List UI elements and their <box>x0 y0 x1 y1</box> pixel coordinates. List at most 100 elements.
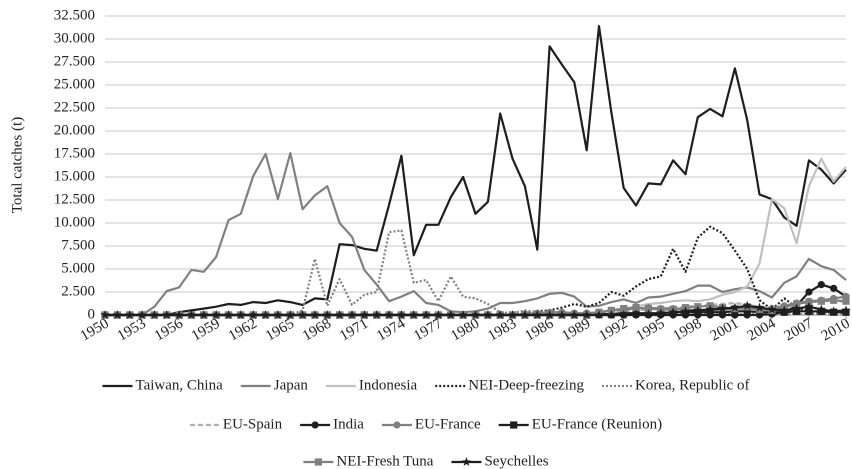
marker <box>557 310 567 319</box>
marker <box>199 310 209 319</box>
marker <box>371 310 382 319</box>
y-tick-label: 17.500 <box>54 145 95 161</box>
y-tick-label: 0 <box>88 306 96 322</box>
x-tick-label: 1965 <box>263 316 297 345</box>
marker <box>618 310 629 319</box>
marker <box>693 305 703 315</box>
marker <box>532 310 542 319</box>
marker <box>311 421 319 429</box>
marker <box>248 310 258 319</box>
legend-label: India <box>333 416 364 432</box>
marker <box>273 310 283 319</box>
x-tick-label: 1983 <box>485 316 519 345</box>
legend-item: Seychelles <box>451 453 549 469</box>
marker <box>730 302 740 312</box>
marker <box>620 304 628 313</box>
y-tick-label: 10.000 <box>54 214 95 230</box>
marker <box>334 310 345 319</box>
marker <box>495 310 505 319</box>
marker <box>470 310 481 319</box>
marker <box>793 307 801 315</box>
x-tick-label: 2007 <box>782 315 816 344</box>
x-tick-label: 2004 <box>745 315 779 344</box>
marker <box>830 296 838 304</box>
marker <box>461 457 472 466</box>
legend-label: Seychelles <box>484 453 548 469</box>
marker <box>644 304 652 313</box>
x-tick-label: 1992 <box>596 316 630 345</box>
marker <box>754 302 765 312</box>
y-tick-label: 32.500 <box>54 7 95 23</box>
x-tick-label: 1989 <box>559 316 593 345</box>
legend-item: EU-France (Reunion) <box>498 416 662 432</box>
x-tick-label: 1977 <box>411 315 445 344</box>
marker <box>137 310 147 319</box>
marker <box>767 304 777 314</box>
marker <box>100 310 110 319</box>
y-tick-label: 30.000 <box>54 30 95 46</box>
marker <box>384 310 394 319</box>
marker <box>828 306 839 316</box>
marker <box>285 310 295 319</box>
marker <box>830 284 838 292</box>
marker <box>718 308 727 316</box>
y-axis-title: Total catches (t) <box>9 117 25 213</box>
marker <box>656 308 666 318</box>
x-tick-label: 1998 <box>671 316 705 345</box>
legend-item: Korea, Republic of <box>601 377 750 393</box>
marker <box>359 310 370 319</box>
x-tick-label: 1956 <box>152 315 186 344</box>
marker <box>804 301 814 311</box>
marker <box>606 310 617 319</box>
x-tick-label: 1980 <box>448 316 482 345</box>
x-tick-label: 1986 <box>522 315 556 344</box>
legend-label: EU-Spain <box>223 416 283 432</box>
marker <box>310 310 320 319</box>
legend-item: India <box>300 416 364 432</box>
marker <box>297 310 308 319</box>
marker <box>581 310 592 319</box>
marker <box>743 307 751 315</box>
marker <box>668 307 678 317</box>
series-line <box>105 229 846 317</box>
marker <box>483 310 493 319</box>
marker <box>817 297 825 305</box>
marker <box>393 421 401 429</box>
x-tick-label: 2010 <box>819 316 852 345</box>
y-tick-label: 15.000 <box>54 168 95 184</box>
legend-label: NEI-Deep-freezing <box>468 377 584 393</box>
marker <box>594 310 604 319</box>
marker <box>632 304 640 312</box>
y-tick-label: 2.500 <box>61 283 95 299</box>
marker <box>433 310 444 319</box>
marker <box>236 310 246 319</box>
marker <box>817 281 825 289</box>
marker <box>186 310 197 319</box>
legend-item: Indonesia <box>325 377 418 393</box>
legend-item: Japan <box>240 377 308 393</box>
marker <box>841 305 851 315</box>
marker <box>211 310 221 319</box>
marker <box>643 309 654 319</box>
legend-label: EU-France (Reunion) <box>532 416 662 432</box>
x-tick-label: 1950 <box>78 316 112 345</box>
legend-item: EU-France <box>381 416 481 432</box>
y-tick-label: 20.000 <box>54 122 95 138</box>
marker <box>779 305 789 315</box>
marker <box>842 297 850 305</box>
marker <box>409 310 419 319</box>
marker <box>631 309 641 319</box>
marker <box>706 308 714 316</box>
y-tick-label: 22.500 <box>54 99 95 115</box>
marker <box>520 310 530 319</box>
marker <box>174 310 184 319</box>
series-line <box>105 25 847 317</box>
legend-item: NEI-Fresh Tuna <box>303 453 434 469</box>
x-tick-label: 1959 <box>189 316 223 345</box>
legend-label: NEI-Fresh Tuna <box>336 453 433 469</box>
marker <box>717 303 728 313</box>
y-tick-label: 5.000 <box>61 260 95 276</box>
x-tick-label: 1995 <box>633 316 667 345</box>
marker <box>510 421 518 429</box>
